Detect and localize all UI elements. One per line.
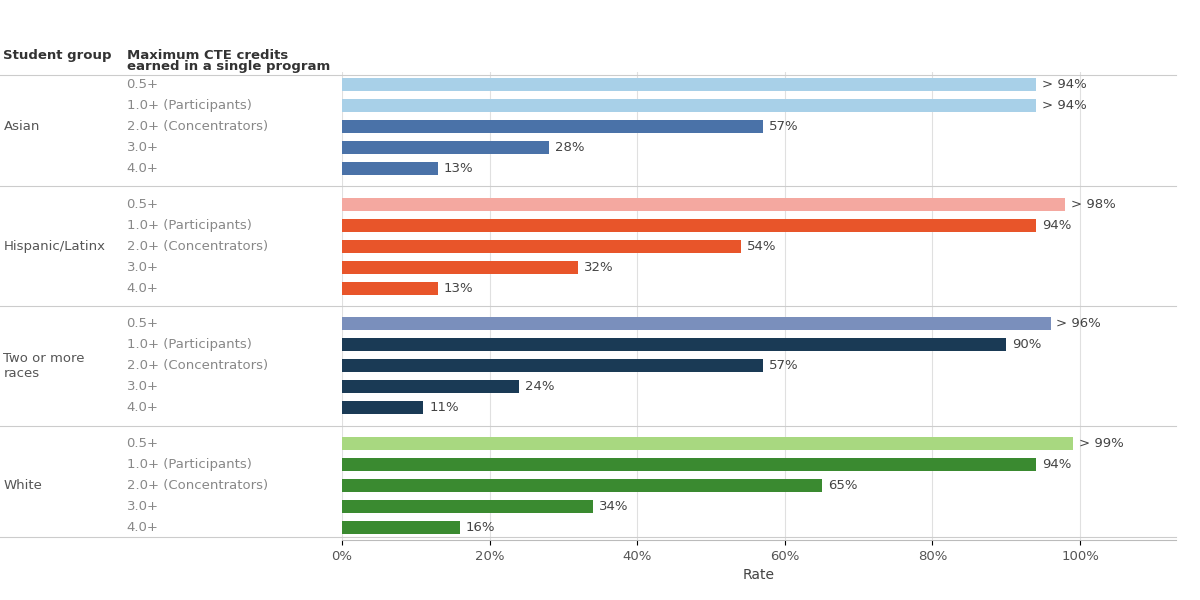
Text: Hispanic/Latinx: Hispanic/Latinx	[4, 239, 106, 253]
Text: 0.5+: 0.5+	[126, 78, 158, 91]
Text: 4.0+: 4.0+	[126, 281, 158, 295]
Bar	[342, 281, 438, 295]
Text: 4.0+: 4.0+	[126, 162, 158, 175]
Text: White: White	[4, 479, 42, 492]
Bar	[342, 458, 1036, 471]
Text: 3.0+: 3.0+	[126, 500, 158, 513]
Text: earned in a single program: earned in a single program	[126, 60, 330, 73]
Text: 57%: 57%	[768, 120, 798, 133]
Text: 2.0+ (Concentrators): 2.0+ (Concentrators)	[126, 120, 268, 133]
Bar	[342, 317, 1050, 331]
Text: 28%: 28%	[554, 141, 584, 154]
Text: 16%: 16%	[466, 521, 496, 534]
Text: 2.0+ (Concentrators): 2.0+ (Concentrators)	[126, 359, 268, 373]
Bar	[342, 479, 822, 492]
Text: 90%: 90%	[1012, 338, 1042, 352]
Bar	[342, 99, 1036, 112]
Text: > 99%: > 99%	[1079, 437, 1123, 450]
Text: 34%: 34%	[599, 500, 629, 513]
Text: Asian: Asian	[4, 120, 40, 133]
Bar	[342, 260, 578, 274]
Bar	[342, 162, 438, 175]
Bar	[342, 141, 548, 154]
Text: 0.5+: 0.5+	[126, 437, 158, 450]
Bar	[342, 218, 1036, 232]
Bar	[342, 198, 1066, 211]
Text: 1.0+ (Participants): 1.0+ (Participants)	[126, 458, 252, 471]
Bar	[342, 521, 460, 534]
Text: 1.0+ (Participants): 1.0+ (Participants)	[126, 219, 252, 232]
Bar	[342, 401, 424, 414]
Bar	[342, 359, 763, 373]
Text: 65%: 65%	[828, 479, 857, 492]
Bar	[342, 338, 1007, 352]
Text: 4.0+: 4.0+	[126, 521, 158, 534]
X-axis label: Rate: Rate	[743, 568, 775, 582]
Text: Two or more
races: Two or more races	[4, 352, 85, 380]
Text: 3.0+: 3.0+	[126, 141, 158, 154]
Text: > 96%: > 96%	[1056, 317, 1102, 331]
Bar	[342, 437, 1073, 450]
Text: 57%: 57%	[768, 359, 798, 373]
Bar	[342, 380, 520, 394]
Text: 3.0+: 3.0+	[126, 380, 158, 393]
Text: 3.0+: 3.0+	[126, 260, 158, 274]
Text: 0.5+: 0.5+	[126, 317, 158, 331]
Text: 13%: 13%	[444, 281, 474, 295]
Text: > 98%: > 98%	[1072, 198, 1116, 211]
Bar	[342, 78, 1036, 91]
Text: 2.0+ (Concentrators): 2.0+ (Concentrators)	[126, 239, 268, 253]
Text: 32%: 32%	[584, 260, 613, 274]
Bar	[342, 120, 763, 133]
Text: 94%: 94%	[1042, 219, 1072, 232]
Text: 2.0+ (Concentrators): 2.0+ (Concentrators)	[126, 479, 268, 492]
Text: 0.5+: 0.5+	[126, 198, 158, 211]
Text: 94%: 94%	[1042, 458, 1072, 471]
Text: 1.0+ (Participants): 1.0+ (Participants)	[126, 99, 252, 112]
Text: 11%: 11%	[430, 401, 458, 414]
Text: Student group: Student group	[4, 49, 112, 62]
Bar	[342, 500, 593, 513]
Text: 1.0+ (Participants): 1.0+ (Participants)	[126, 338, 252, 352]
Text: 54%: 54%	[746, 239, 776, 253]
Bar	[342, 239, 740, 253]
Text: 13%: 13%	[444, 162, 474, 175]
Text: > 94%: > 94%	[1042, 78, 1086, 91]
Text: > 94%: > 94%	[1042, 99, 1086, 112]
Text: Maximum CTE credits: Maximum CTE credits	[126, 49, 288, 62]
Text: 24%: 24%	[526, 380, 554, 393]
Text: 4.0+: 4.0+	[126, 401, 158, 414]
